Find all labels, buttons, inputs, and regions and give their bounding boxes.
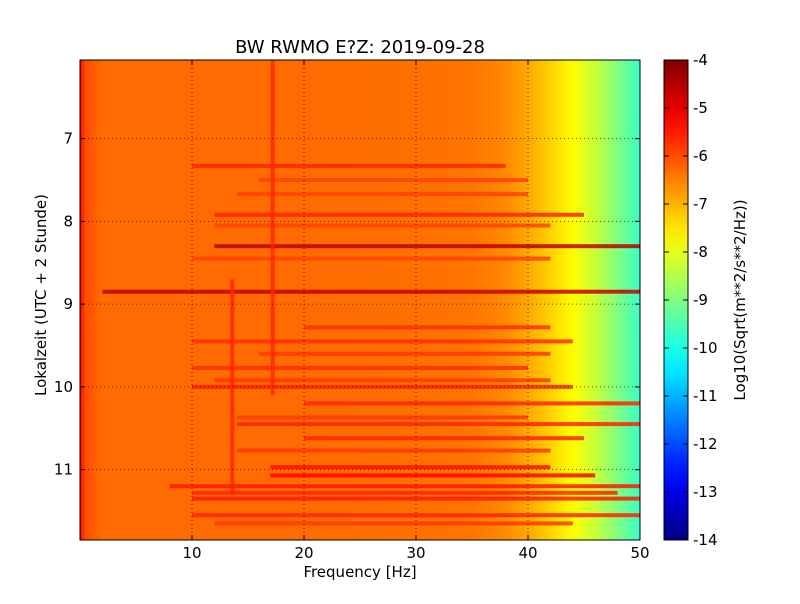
x-axis-label: Frequency [Hz] <box>303 563 416 581</box>
plot-area: 10 20 30 40 50 7 8 9 10 11 <box>54 59 650 562</box>
x-axis-ticks: 10 20 30 40 50 <box>182 60 650 562</box>
y-tick-label-0: 7 <box>63 130 73 148</box>
spectrogram-bands <box>102 60 640 526</box>
colorbar-tick-label-4: -8 <box>693 243 708 261</box>
horizontal-band-13 <box>192 384 573 389</box>
colorbar-tick-label-5: -9 <box>693 291 708 309</box>
x-tick-label-1: 20 <box>294 544 313 562</box>
colorbar-tick-label-0: -4 <box>693 51 708 69</box>
horizontal-band-5 <box>214 244 640 249</box>
y-tick-label-2: 9 <box>63 295 73 313</box>
horizontal-band-8 <box>304 325 551 330</box>
x-tick-label-3: 40 <box>518 544 537 562</box>
horizontal-band-19 <box>270 465 551 470</box>
horizontal-band-15 <box>236 415 529 420</box>
chart-title: BW RWMO E?Z: 2019-09-28 <box>235 37 485 58</box>
horizontal-band-17 <box>304 436 584 441</box>
horizontal-band-12 <box>214 378 551 383</box>
horizontal-band-25 <box>214 521 573 526</box>
y-tick-label-1: 8 <box>63 212 73 230</box>
horizontal-band-11 <box>192 365 528 370</box>
horizontal-band-16 <box>236 422 640 427</box>
y-tick-label-3: 10 <box>54 378 73 396</box>
colorbar-tick-label-7: -11 <box>693 387 718 405</box>
horizontal-band-7 <box>102 289 640 294</box>
horizontal-band-24 <box>192 513 640 518</box>
horizontal-band-10 <box>259 351 551 356</box>
colorbar: -4 -5 -6 -7 -8 -9 -10 -11 -12 -13 -14 <box>663 51 718 549</box>
horizontal-band-20 <box>270 473 596 478</box>
colorbar-tick-label-3: -7 <box>693 195 708 213</box>
colorbar-tick-label-10: -14 <box>693 531 718 549</box>
horizontal-band-2 <box>236 192 529 197</box>
colorbar-tick-label-2: -6 <box>693 147 708 165</box>
horizontal-band-9 <box>192 339 573 344</box>
colorbar-label: Log10(Sqrt(m**2/s**2/Hz)) <box>731 199 749 400</box>
horizontal-band-22 <box>192 490 618 495</box>
x-tick-label-4: 50 <box>630 544 649 562</box>
vertical-line-0 <box>270 60 275 396</box>
horizontal-band-4 <box>214 223 551 228</box>
horizontal-band-1 <box>259 178 528 182</box>
horizontal-band-21 <box>169 484 640 489</box>
spectrogram-background <box>80 60 640 540</box>
y-axis-ticks: 7 8 9 10 11 <box>54 130 640 479</box>
x-tick-label-0: 10 <box>182 544 201 562</box>
colorbar-tick-label-8: -12 <box>693 435 718 453</box>
y-tick-label-4: 11 <box>54 461 73 479</box>
horizontal-band-14 <box>304 401 640 406</box>
x-tick-label-2: 30 <box>406 544 425 562</box>
colorbar-tick-label-1: -5 <box>693 99 708 117</box>
colorbar-ticks: -4 -5 -6 -7 -8 -9 -10 -11 -12 -13 -14 <box>664 51 718 549</box>
plot-frame <box>79 59 641 541</box>
horizontal-band-3 <box>214 212 584 217</box>
horizontal-band-0 <box>192 163 506 168</box>
colorbar-tick-label-6: -10 <box>693 339 718 357</box>
horizontal-band-23 <box>192 496 640 501</box>
colorbar-tick-label-9: -13 <box>693 483 718 501</box>
horizontal-band-18 <box>236 448 551 453</box>
horizontal-band-6 <box>192 256 551 261</box>
y-axis-label: Lokalzeit (UTC + 2 Stunde) <box>32 194 50 396</box>
